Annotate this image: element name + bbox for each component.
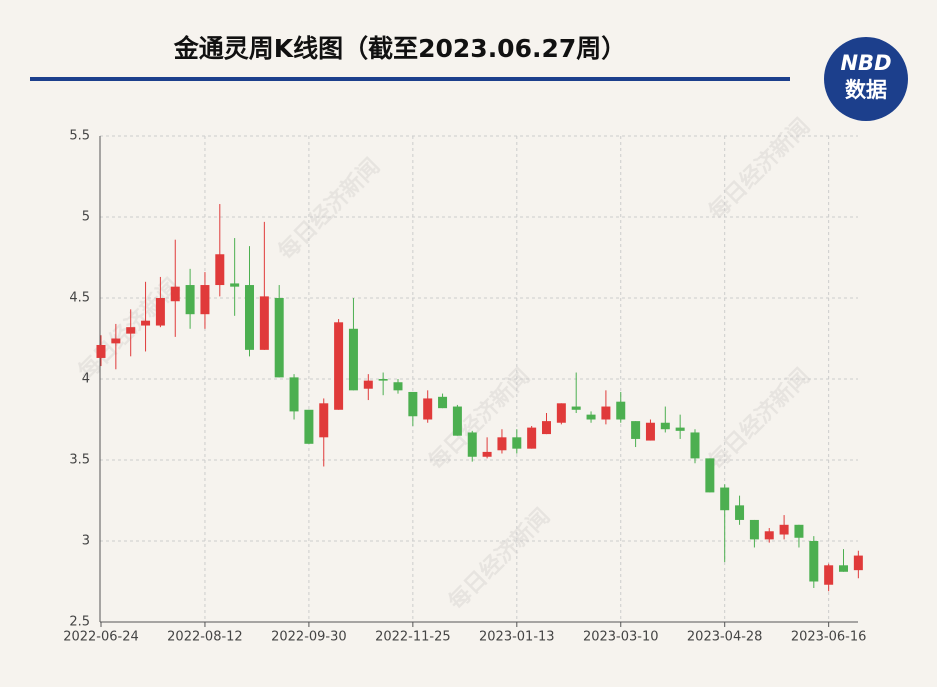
candle-body bbox=[571, 406, 581, 410]
candle-body bbox=[660, 422, 670, 430]
candle-body bbox=[363, 380, 373, 389]
candle-body bbox=[334, 322, 344, 410]
candle-body bbox=[200, 285, 210, 315]
candle-body bbox=[348, 328, 358, 391]
x-tick-label: 2023-04-28 bbox=[687, 630, 763, 645]
x-tick-label: 2022-11-25 bbox=[375, 630, 451, 645]
candle-body bbox=[96, 344, 106, 358]
candle-body bbox=[645, 422, 655, 441]
candle-body bbox=[126, 327, 136, 334]
candle-body bbox=[824, 565, 834, 585]
chart-title: 金通灵周K线图（截至2023.06.27周） bbox=[173, 34, 627, 63]
candle-body bbox=[230, 283, 240, 287]
candle-body bbox=[497, 437, 507, 451]
x-tick-label: 2023-01-13 bbox=[479, 630, 555, 645]
candle-body bbox=[735, 505, 745, 520]
logo-text: NBD bbox=[840, 51, 891, 75]
candle-body bbox=[423, 398, 433, 420]
candle-body bbox=[675, 427, 685, 431]
candle-body bbox=[408, 391, 418, 417]
title-underline bbox=[30, 77, 790, 81]
candle-body bbox=[794, 524, 804, 538]
candle-body bbox=[527, 427, 537, 449]
candle-body bbox=[185, 285, 195, 315]
candle-body bbox=[304, 409, 314, 444]
y-tick-label: 5 bbox=[82, 210, 90, 225]
y-tick-label: 5.5 bbox=[69, 129, 90, 144]
candle-body bbox=[259, 296, 269, 350]
candle-body bbox=[438, 396, 448, 409]
y-tick-label: 4.5 bbox=[69, 291, 90, 306]
logo-text: 数据 bbox=[845, 78, 887, 102]
y-tick-label: 3 bbox=[82, 534, 90, 549]
candle-body bbox=[542, 421, 551, 435]
candle-body bbox=[378, 379, 388, 381]
candle-body bbox=[616, 401, 626, 420]
candle-body bbox=[764, 531, 774, 540]
y-tick-label: 3.5 bbox=[69, 453, 90, 468]
x-tick-label: 2023-06-16 bbox=[791, 630, 867, 645]
candle-body bbox=[155, 298, 165, 326]
x-tick-label: 2022-06-24 bbox=[63, 630, 139, 645]
y-tick-label: 4 bbox=[82, 372, 90, 387]
candle-body bbox=[215, 254, 225, 286]
candle-body bbox=[779, 524, 789, 535]
candle-body bbox=[556, 403, 566, 423]
candle-body bbox=[705, 458, 715, 493]
candle-body bbox=[720, 487, 730, 511]
logo bbox=[824, 37, 908, 121]
candle-body bbox=[141, 320, 151, 326]
candle-body bbox=[690, 432, 700, 459]
candle-body bbox=[853, 555, 863, 571]
candle-body bbox=[245, 285, 254, 350]
x-tick-label: 2022-09-30 bbox=[271, 630, 347, 645]
candle-body bbox=[467, 432, 477, 457]
x-tick-label: 2022-08-12 bbox=[167, 630, 243, 645]
candle-body bbox=[809, 541, 819, 582]
candle-body bbox=[319, 403, 329, 438]
candle-body bbox=[111, 338, 121, 344]
candle-body bbox=[586, 414, 596, 420]
candle-body bbox=[482, 451, 492, 457]
candle-body bbox=[452, 406, 462, 436]
candle-body bbox=[749, 519, 759, 540]
candle-body bbox=[289, 377, 299, 412]
candle-body bbox=[512, 437, 522, 449]
y-tick-label: 2.5 bbox=[69, 615, 90, 630]
candle-body bbox=[631, 421, 641, 439]
candle-body bbox=[393, 382, 403, 391]
candle-body bbox=[274, 298, 284, 378]
candle-body bbox=[170, 286, 180, 302]
candle-body bbox=[839, 565, 848, 572]
candle-body bbox=[601, 406, 611, 420]
x-tick-label: 2023-03-10 bbox=[583, 630, 659, 645]
